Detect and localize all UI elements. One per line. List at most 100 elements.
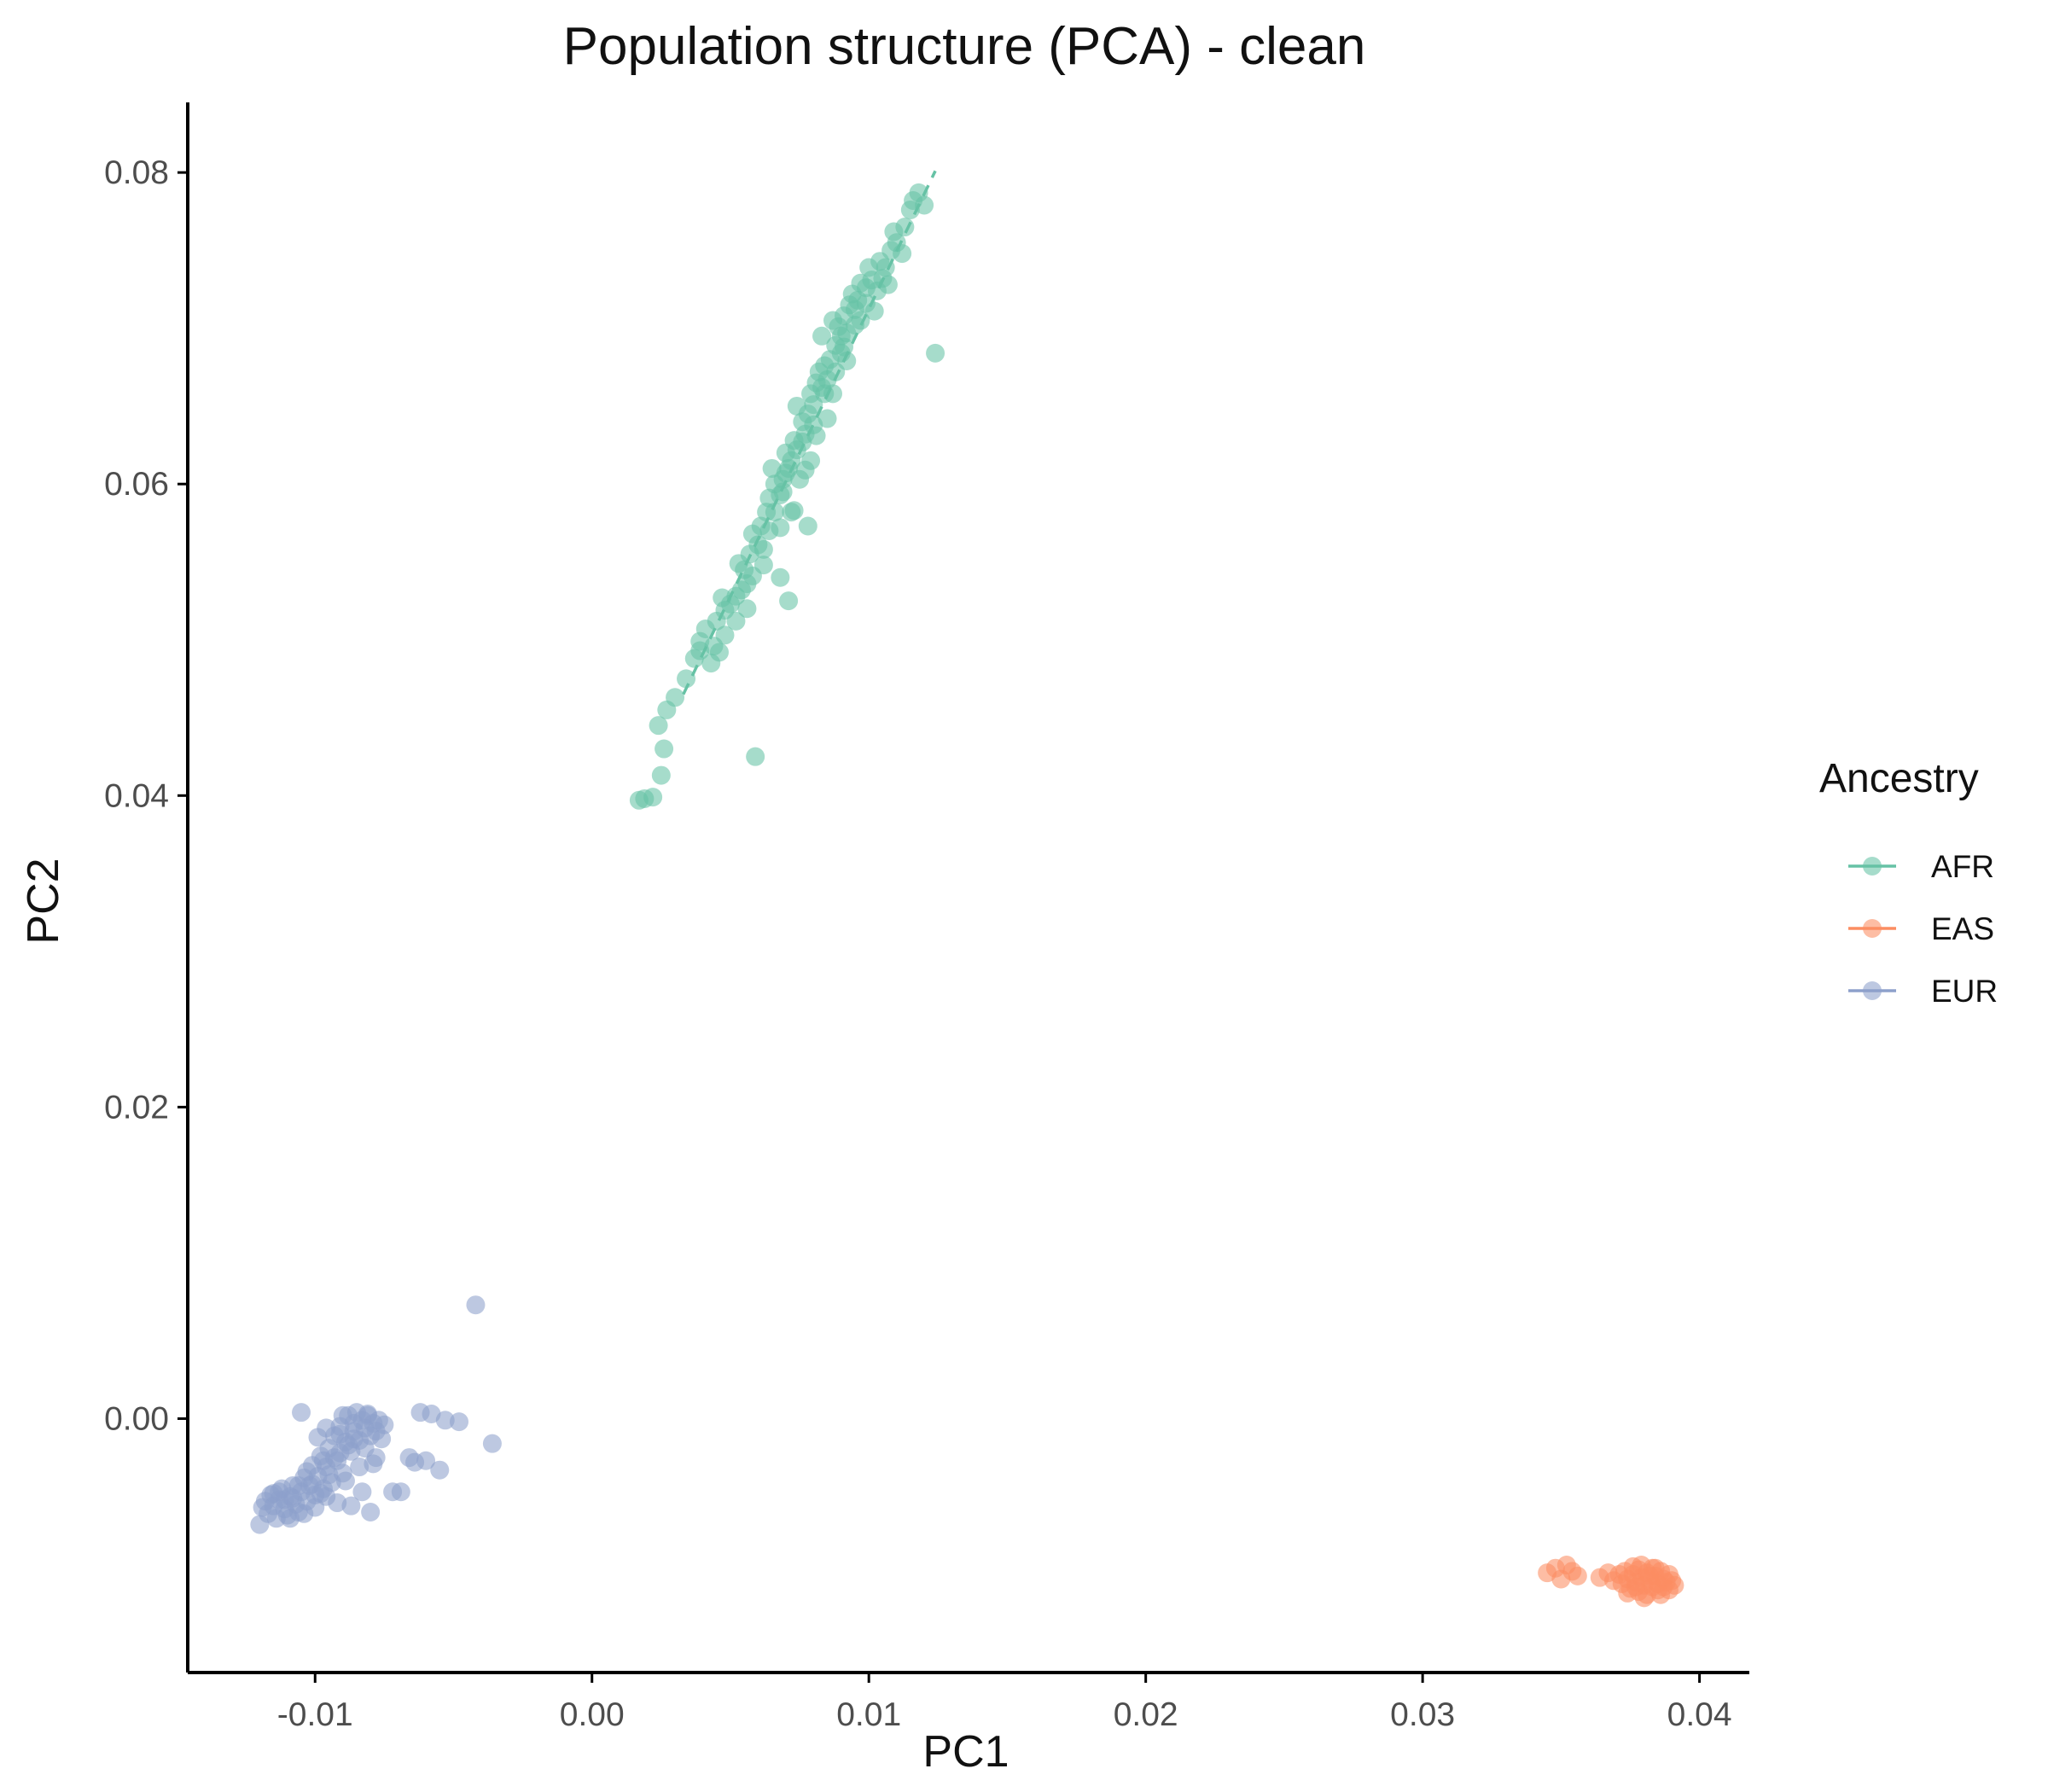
afr-point xyxy=(787,396,806,416)
eur-point xyxy=(372,1429,392,1449)
eur-point xyxy=(350,1457,369,1477)
eur-point xyxy=(361,1502,381,1521)
legend-item-eas: EAS xyxy=(1848,911,1994,946)
eur-point xyxy=(319,1465,339,1485)
afr-point xyxy=(779,591,799,611)
y-tick-label: 0.00 xyxy=(104,1400,169,1437)
afr-point xyxy=(715,625,735,645)
afr-point xyxy=(926,343,945,363)
x-axis-title: PC1 xyxy=(922,1727,1009,1777)
eur-point xyxy=(375,1415,394,1434)
legend-item-eur: EUR xyxy=(1848,974,1998,1009)
eur-point xyxy=(317,1487,336,1506)
eas-point xyxy=(1651,1585,1671,1604)
x-tick-label: 0.04 xyxy=(1667,1696,1732,1733)
afr-point xyxy=(742,524,762,544)
eur-point xyxy=(297,1462,317,1481)
legend-key-dot xyxy=(1863,981,1882,1000)
legend-items: AFR EAS EUR xyxy=(1848,849,1998,1009)
legend-item-afr: AFR xyxy=(1848,849,1994,884)
eas-point xyxy=(1568,1566,1587,1585)
afr-point xyxy=(815,384,835,404)
eas-point xyxy=(1665,1575,1684,1595)
legend-key-dot xyxy=(1863,857,1882,876)
eur-point xyxy=(355,1439,375,1458)
afr-point xyxy=(737,574,757,594)
afr-trend-line xyxy=(682,170,937,695)
afr-point xyxy=(798,516,817,536)
eur-point xyxy=(330,1424,350,1444)
afr-point xyxy=(895,218,915,237)
x-tick-label: 0.01 xyxy=(836,1696,901,1733)
eur-point xyxy=(294,1504,314,1523)
y-axis-title: PC2 xyxy=(19,858,68,944)
afr-point xyxy=(759,488,779,508)
afr-point xyxy=(823,311,843,330)
eur-point xyxy=(352,1482,372,1502)
afr-point xyxy=(856,294,876,313)
x-tick-label: -0.01 xyxy=(277,1696,353,1733)
afr-point xyxy=(753,556,773,575)
afr-point xyxy=(643,788,663,807)
afr-point xyxy=(726,611,746,631)
series-afr xyxy=(629,170,945,810)
afr-point xyxy=(915,195,934,215)
afr-point xyxy=(649,716,668,736)
afr-point xyxy=(746,747,765,766)
eur-point xyxy=(335,1471,355,1491)
y-tick-label: 0.08 xyxy=(104,154,169,191)
eur-point xyxy=(391,1482,410,1502)
legend-key-dot xyxy=(1863,919,1882,938)
eur-point xyxy=(430,1460,450,1480)
eur-point xyxy=(435,1411,455,1430)
legend-label: EUR xyxy=(1931,974,1998,1009)
eas-point xyxy=(1640,1566,1660,1585)
afr-point xyxy=(737,599,757,619)
afr-point xyxy=(893,244,912,264)
afr-point xyxy=(701,654,721,673)
afr-point xyxy=(690,641,710,660)
plot-area xyxy=(250,170,1684,1608)
eur-point xyxy=(264,1484,283,1504)
afr-point xyxy=(771,518,790,538)
eur-point xyxy=(449,1412,468,1432)
series-eur xyxy=(250,1295,502,1534)
y-tick-label: 0.04 xyxy=(104,777,169,814)
afr-point xyxy=(677,669,696,689)
eur-point xyxy=(405,1452,425,1472)
afr-point xyxy=(771,567,790,587)
afr-point xyxy=(729,554,748,573)
x-axis-ticks: -0.01 0.00 0.01 0.02 0.03 0.04 xyxy=(277,1673,1732,1733)
x-tick-label: 0.03 xyxy=(1390,1696,1455,1733)
afr-point xyxy=(651,765,671,785)
legend-label: EAS xyxy=(1931,911,1994,946)
afr-point xyxy=(784,501,804,521)
eas-point xyxy=(1626,1577,1645,1597)
legend-label: AFR xyxy=(1931,849,1994,884)
afr-point xyxy=(795,460,815,480)
eur-point xyxy=(324,1448,344,1468)
y-tick-label: 0.02 xyxy=(104,1089,169,1126)
legend: Ancestry AFR EAS EUR xyxy=(1819,756,1998,1009)
afr-point xyxy=(804,415,823,434)
eur-point xyxy=(482,1434,502,1453)
legend-title: Ancestry xyxy=(1819,756,1979,801)
eur-point xyxy=(358,1405,377,1425)
afr-point xyxy=(845,316,864,335)
x-tick-label: 0.02 xyxy=(1114,1696,1178,1733)
series-eas xyxy=(1538,1556,1684,1608)
afr-point xyxy=(812,326,832,346)
afr-point xyxy=(826,362,846,381)
y-axis-ticks: 0.00 0.02 0.04 0.06 0.08 xyxy=(104,154,188,1437)
afr-point xyxy=(655,739,674,759)
afr-point xyxy=(713,588,732,608)
chart-title: Population structure (PCA) - clean xyxy=(563,17,1366,76)
afr-point xyxy=(666,688,685,707)
eur-point xyxy=(344,1413,364,1433)
afr-point xyxy=(753,539,773,559)
eur-point xyxy=(466,1295,486,1315)
afr-point xyxy=(793,432,812,451)
x-tick-label: 0.00 xyxy=(560,1696,625,1733)
eur-point xyxy=(292,1403,311,1423)
